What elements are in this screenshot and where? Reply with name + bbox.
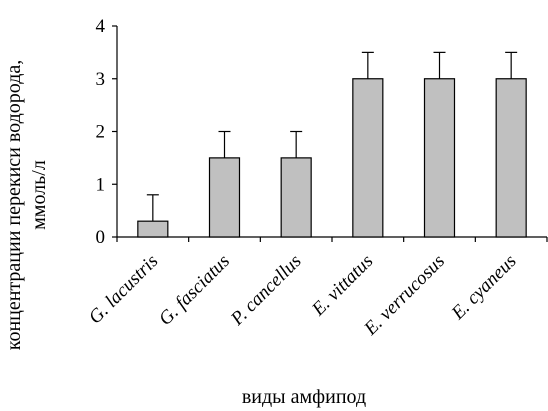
bar bbox=[495, 78, 527, 238]
y-tick-label: 0 bbox=[96, 227, 106, 248]
y-tick-labels: 0 1 2 3 4 bbox=[96, 16, 106, 248]
y-axis-title-line1: концентрации перекиси водорода, bbox=[3, 60, 25, 351]
bar bbox=[137, 220, 169, 238]
x-tick-label: P. cancellus bbox=[226, 251, 305, 330]
bars bbox=[137, 78, 527, 238]
y-tick-label: 1 bbox=[96, 174, 106, 195]
bar bbox=[280, 157, 312, 238]
y-axis-title-group: концентрации перекиси водорода, ммоль/л bbox=[3, 60, 50, 351]
x-tick-label: G. fasciatus bbox=[155, 251, 234, 330]
error-bars bbox=[146, 51, 518, 222]
x-axis-title: виды амфипод bbox=[242, 386, 366, 408]
x-tick-label: E. cyaneus bbox=[447, 251, 521, 325]
bar bbox=[423, 78, 456, 238]
y-tick-label: 4 bbox=[96, 16, 106, 37]
y-axis-title-line2: ммоль/л bbox=[28, 160, 50, 230]
x-tick-label: E. vittatus bbox=[307, 251, 377, 321]
y-tick-label: 3 bbox=[96, 69, 106, 90]
y-tick-label: 2 bbox=[96, 122, 106, 143]
bar bbox=[208, 157, 241, 238]
x-tick-label: G. lacustris bbox=[85, 251, 163, 329]
axes bbox=[112, 25, 548, 242]
bar bbox=[352, 78, 384, 238]
